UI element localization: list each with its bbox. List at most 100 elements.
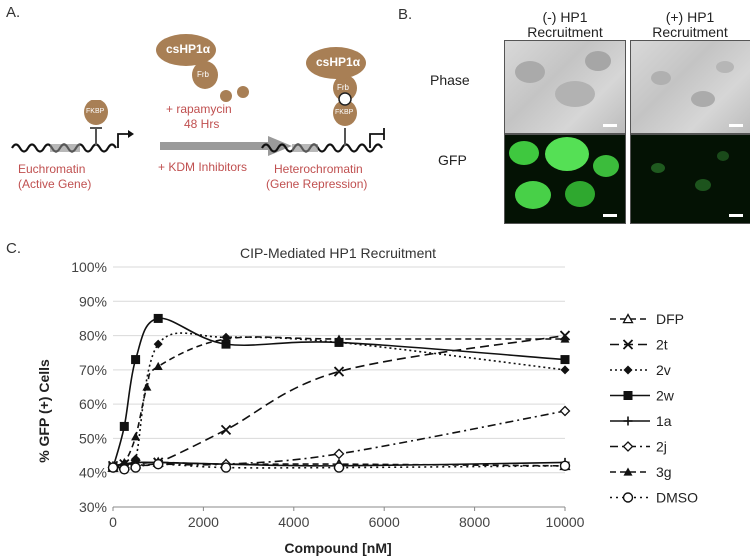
x-tick-label: 6000 [369, 514, 400, 530]
frb-right [333, 75, 357, 101]
legend-item-DMSO: DMSO [610, 490, 698, 506]
legend-item-1a: 1a [610, 413, 672, 429]
data-point-2v [153, 339, 163, 349]
series-line-3g [112, 336, 565, 469]
y-tick-label: 50% [79, 430, 107, 446]
data-point-DMSO [119, 464, 130, 475]
panel-label-c: C. [6, 240, 21, 257]
data-point-3g [142, 382, 152, 391]
col-header-plus: (+) HP1 Recruitment [652, 9, 728, 40]
data-point-DMSO [130, 462, 141, 473]
active-gene-label: (Active Gene) [18, 177, 92, 191]
gfp-image-minus [504, 134, 626, 224]
y-tick-label: 40% [79, 465, 107, 481]
series-layer [107, 313, 571, 475]
fkbp-right [333, 100, 357, 126]
gfp-image-plus [630, 134, 750, 224]
y-tick-label: 70% [79, 362, 107, 378]
legend-label: 3g [656, 464, 672, 480]
tick-labels: 30% 40% 50% 60% 70% 80% 90% 100% 0 2000 4000 6000 80… [71, 259, 584, 530]
col-header-minus: (-) HP1 Recruitment [527, 9, 603, 40]
data-point-2w [131, 355, 141, 365]
data-point-DMSO [152, 458, 164, 470]
data-point-3g [119, 457, 129, 467]
data-point-3g [221, 334, 231, 343]
legend-label: DFP [656, 311, 684, 327]
legend-item-2v: 2v [610, 362, 671, 378]
rapamycin-label: + rapamycin [166, 102, 232, 116]
legend-label: 2j [656, 439, 667, 455]
x-axis-label: Compound [nM] [284, 540, 391, 556]
y-tick-label: 100% [71, 259, 107, 275]
data-point-DMSO [220, 462, 232, 473]
data-point-3g [334, 334, 344, 343]
legend-marker-2j [622, 441, 634, 452]
data-point-2j [333, 448, 345, 460]
data-point-3g [131, 432, 141, 441]
legend-marker-2w [623, 391, 633, 400]
cshp1a-middle [156, 34, 216, 66]
legend-item-DFP: DFP [610, 311, 684, 327]
data-point-2v [560, 365, 570, 375]
y-tick-label: 90% [79, 293, 107, 309]
legend-marker-2v [623, 365, 633, 375]
legend-marker-3g [623, 467, 633, 476]
series-line-2t [112, 334, 566, 467]
y-axis-label: % GFP (+) Cells [36, 359, 52, 463]
data-point-DMSO [559, 460, 571, 472]
data-point-3g [560, 334, 570, 343]
legend-marker-DFP [622, 313, 634, 324]
cshp1a-right [306, 47, 366, 79]
legend-item-3g: 3g [610, 464, 672, 480]
phase-image-plus [630, 40, 750, 134]
row-label-phase: Phase [430, 72, 470, 88]
legend: DFP 2t 2v 2w 1a 2j 3g DMSO [610, 311, 698, 506]
panel-label-b: B. [398, 6, 413, 23]
promoter-arrow-left [117, 133, 132, 148]
data-point-2w [221, 339, 231, 349]
legend-label: 2t [656, 337, 668, 353]
repressed-promoter [369, 133, 384, 148]
panel-label-a: A. [6, 4, 21, 21]
legend-item-2j: 2j [610, 439, 667, 455]
data-point-DMSO [333, 462, 345, 473]
gene-box-right [292, 144, 318, 152]
kdm-label: + KDM Inhibitors [158, 160, 248, 174]
x-tick-label: 10000 [546, 514, 585, 530]
chart-title: CIP-Mediated HP1 Recruitment [240, 245, 436, 261]
x-tick-label: 0 [109, 514, 117, 530]
heterochromatin-label: Heterochromatin [274, 162, 363, 176]
y-tick-label: 60% [79, 396, 107, 412]
row-label-gfp: GFP [438, 152, 467, 168]
frb-label-middle: Frb [197, 70, 209, 79]
fkbp-label-right: FKBP [335, 109, 354, 116]
cshp1a-label-middle: csHP1α [166, 42, 211, 56]
legend-item-2t: 2t [610, 337, 668, 353]
dna-right [261, 143, 383, 153]
axes [112, 506, 566, 511]
gene-repression-label: (Gene Repression) [266, 177, 368, 191]
legend-marker-DMSO [622, 492, 634, 503]
data-point-3g [153, 361, 163, 371]
legend-marker-1a [623, 416, 633, 426]
fkbp-label-left: FKBP [86, 108, 105, 115]
data-point-2t [220, 424, 232, 435]
rapamycin-dot-1 [220, 90, 232, 102]
euchromatin-label: Euchromatin [18, 162, 86, 176]
legend-item-2w: 2w [610, 388, 675, 404]
schematic-panel: csHP1α Frb FKBP csHP1α Frb FKBP + rapamy… [0, 0, 400, 230]
frb-middle [192, 61, 218, 89]
phase-image-minus [504, 40, 626, 134]
y-tick-label: 80% [79, 328, 107, 344]
gene-box-left [50, 144, 80, 152]
process-arrow [160, 136, 292, 156]
legend-label: 2v [656, 362, 671, 378]
cshp1a-label-right: csHP1α [316, 55, 361, 69]
data-point-2w [560, 355, 570, 365]
data-point-DMSO [107, 462, 119, 473]
legend-label: 2w [656, 388, 675, 404]
fkbp-left [84, 99, 108, 125]
data-point-2t [333, 366, 345, 377]
legend-label: 1a [656, 413, 672, 429]
x-tick-label: 8000 [459, 514, 490, 530]
